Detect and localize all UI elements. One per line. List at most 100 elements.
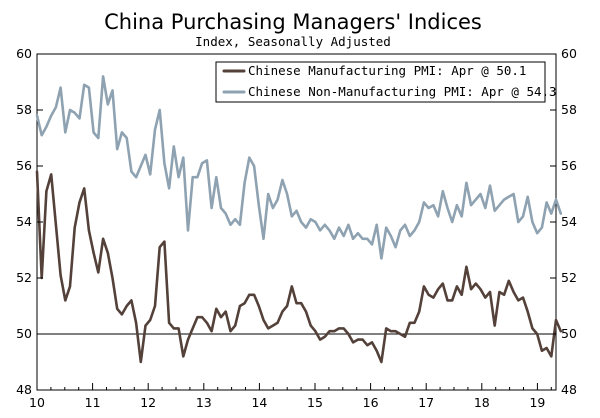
data-point (399, 333, 401, 335)
data-point (475, 199, 477, 201)
data-point (154, 305, 156, 307)
data-point (479, 288, 482, 290)
data-point (513, 291, 515, 293)
data-point (149, 319, 151, 321)
data-point (362, 238, 364, 240)
data-point (234, 218, 236, 220)
data-point (140, 361, 142, 363)
data-point (404, 224, 406, 226)
data-point (60, 274, 62, 276)
data-point (36, 115, 38, 117)
data-point (182, 157, 184, 159)
data-point (376, 350, 378, 352)
axis-layer: 48 48 50 50 52 52 54 54 56 56 58 58 60 60 10 11 12 13 14 15… (16, 46, 577, 410)
data-point (229, 224, 232, 226)
data-point (78, 201, 81, 203)
data-point (281, 311, 283, 313)
data-point (560, 213, 562, 215)
data-point (291, 215, 293, 217)
data-point (395, 330, 397, 332)
data-point (154, 129, 156, 131)
data-point (446, 299, 449, 301)
data-point (262, 238, 265, 240)
data-point (262, 319, 265, 321)
data-point (149, 173, 151, 175)
data-point (328, 330, 331, 332)
y-tick-label-left: 54 (16, 214, 32, 229)
data-point (484, 297, 486, 299)
data-point (437, 288, 439, 290)
data-point (201, 316, 203, 318)
data-point (64, 299, 66, 301)
series-line-0 (35, 170, 563, 364)
data-point (428, 294, 430, 296)
data-point (352, 341, 354, 343)
data-point (513, 193, 515, 195)
data-point (111, 89, 114, 91)
data-point (173, 327, 175, 329)
data-point (36, 171, 38, 173)
data-point (192, 327, 194, 329)
data-point (182, 355, 184, 357)
y-tick-label-left: 60 (16, 46, 32, 61)
data-point (144, 154, 147, 156)
data-point (281, 179, 283, 181)
data-point (305, 311, 307, 313)
data-point (560, 330, 562, 332)
data-point (135, 176, 137, 178)
data-point (508, 280, 510, 282)
data-point (50, 173, 52, 175)
data-point (376, 224, 378, 226)
data-point (121, 313, 123, 315)
data-point (555, 199, 557, 201)
data-point (211, 207, 213, 209)
data-point (451, 221, 453, 223)
data-point (111, 277, 114, 279)
data-point (423, 201, 425, 203)
data-point (465, 182, 467, 184)
data-point (461, 294, 463, 296)
legend-label-non-manufacturing: Chinese Non-Manufacturing PMI: Apr @ 54.… (248, 84, 557, 99)
data-point (102, 238, 104, 240)
x-tick-label: 10 (29, 395, 45, 410)
data-point (74, 227, 76, 229)
data-point (253, 165, 255, 167)
data-point (503, 294, 505, 296)
data-point (310, 325, 312, 327)
data-point (215, 308, 217, 310)
data-point (456, 285, 458, 287)
data-point (45, 126, 48, 128)
data-point (239, 224, 241, 226)
data-point (319, 339, 321, 341)
chart-title: China Purchasing Managers' Indices (104, 10, 482, 34)
x-tick-label: 16 (363, 395, 379, 410)
y-tick-label-left: 50 (16, 326, 32, 341)
data-point (409, 235, 411, 237)
data-point (338, 327, 340, 329)
data-point (546, 201, 548, 203)
data-point (418, 311, 420, 313)
x-tick-label: 19 (529, 395, 545, 410)
data-point (395, 246, 397, 248)
data-point (159, 246, 161, 248)
data-point (41, 134, 43, 136)
data-point (333, 238, 335, 240)
data-point (446, 207, 449, 209)
data-point (333, 330, 335, 332)
y-tick-label-right: 60 (561, 46, 577, 61)
data-point (314, 221, 316, 223)
data-point (300, 302, 302, 304)
data-point (215, 176, 217, 178)
data-point (107, 103, 109, 105)
series-line-1 (35, 75, 563, 260)
data-point (541, 350, 543, 352)
data-point (135, 322, 137, 324)
data-point (413, 229, 416, 231)
data-point (536, 333, 538, 335)
data-point (239, 305, 241, 307)
data-point (121, 131, 123, 133)
data-point (88, 229, 90, 231)
data-point (385, 327, 387, 329)
data-point (55, 106, 57, 108)
data-point (267, 327, 269, 329)
